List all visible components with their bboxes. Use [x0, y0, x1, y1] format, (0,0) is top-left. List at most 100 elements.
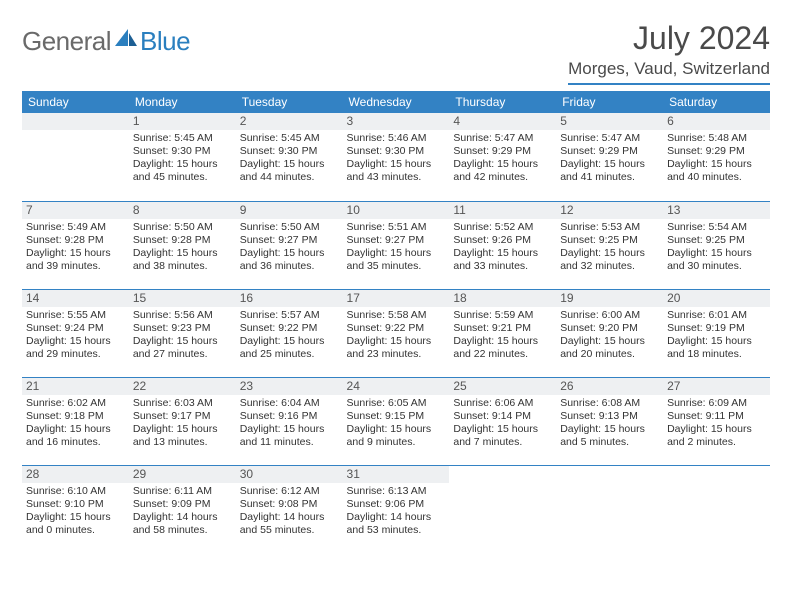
day-cell: 30Sunrise: 6:12 AMSunset: 9:08 PMDayligh…: [236, 465, 343, 553]
daylight-line1: Daylight: 15 hours: [667, 335, 766, 348]
daylight-line2: and 16 minutes.: [26, 436, 125, 449]
sunset: Sunset: 9:27 PM: [240, 234, 339, 247]
day-info: Sunrise: 5:57 AMSunset: 9:22 PMDaylight:…: [236, 307, 343, 366]
sunset: Sunset: 9:22 PM: [347, 322, 446, 335]
sunset: Sunset: 9:13 PM: [560, 410, 659, 423]
sunrise: Sunrise: 5:54 AM: [667, 221, 766, 234]
sunrise: Sunrise: 6:03 AM: [133, 397, 232, 410]
daylight-line1: Daylight: 14 hours: [347, 511, 446, 524]
dayhead-row: SundayMondayTuesdayWednesdayThursdayFrid…: [22, 91, 770, 113]
day-info: Sunrise: 6:03 AMSunset: 9:17 PMDaylight:…: [129, 395, 236, 454]
sunset: Sunset: 9:08 PM: [240, 498, 339, 511]
sunrise: Sunrise: 6:02 AM: [26, 397, 125, 410]
day-number: 29: [129, 466, 236, 483]
dayhead-wednesday: Wednesday: [343, 91, 450, 113]
day-info: Sunrise: 5:48 AMSunset: 9:29 PMDaylight:…: [663, 130, 770, 189]
week-row: 1Sunrise: 5:45 AMSunset: 9:30 PMDaylight…: [22, 113, 770, 201]
day-cell: 3Sunrise: 5:46 AMSunset: 9:30 PMDaylight…: [343, 113, 450, 201]
day-number: 10: [343, 202, 450, 219]
day-cell: 20Sunrise: 6:01 AMSunset: 9:19 PMDayligh…: [663, 289, 770, 377]
day-number: 22: [129, 378, 236, 395]
sunrise: Sunrise: 5:47 AM: [560, 132, 659, 145]
daylight-line1: Daylight: 15 hours: [347, 335, 446, 348]
day-cell: 15Sunrise: 5:56 AMSunset: 9:23 PMDayligh…: [129, 289, 236, 377]
sunrise: Sunrise: 5:57 AM: [240, 309, 339, 322]
day-number: 16: [236, 290, 343, 307]
daylight-line2: and 55 minutes.: [240, 524, 339, 537]
dayhead-saturday: Saturday: [663, 91, 770, 113]
day-cell: 27Sunrise: 6:09 AMSunset: 9:11 PMDayligh…: [663, 377, 770, 465]
sunset: Sunset: 9:30 PM: [240, 145, 339, 158]
day-cell: 11Sunrise: 5:52 AMSunset: 9:26 PMDayligh…: [449, 201, 556, 289]
sunset: Sunset: 9:15 PM: [347, 410, 446, 423]
daylight-line1: Daylight: 15 hours: [560, 335, 659, 348]
daylight-line1: Daylight: 15 hours: [240, 158, 339, 171]
daylight-line1: Daylight: 15 hours: [560, 423, 659, 436]
day-info: Sunrise: 5:55 AMSunset: 9:24 PMDaylight:…: [22, 307, 129, 366]
sunrise: Sunrise: 6:04 AM: [240, 397, 339, 410]
day-info: Sunrise: 5:53 AMSunset: 9:25 PMDaylight:…: [556, 219, 663, 278]
daylight-line1: Daylight: 15 hours: [667, 158, 766, 171]
sunrise: Sunrise: 5:48 AM: [667, 132, 766, 145]
day-cell: 8Sunrise: 5:50 AMSunset: 9:28 PMDaylight…: [129, 201, 236, 289]
day-info: Sunrise: 6:10 AMSunset: 9:10 PMDaylight:…: [22, 483, 129, 542]
daylight-line2: and 22 minutes.: [453, 348, 552, 361]
daylight-line2: and 53 minutes.: [347, 524, 446, 537]
day-number: 24: [343, 378, 450, 395]
daylight-line2: and 38 minutes.: [133, 260, 232, 273]
daylight-line1: Daylight: 15 hours: [240, 423, 339, 436]
sunrise: Sunrise: 5:51 AM: [347, 221, 446, 234]
sunrise: Sunrise: 6:13 AM: [347, 485, 446, 498]
daylight-line2: and 39 minutes.: [26, 260, 125, 273]
empty-daynum: [22, 113, 129, 130]
day-cell: 23Sunrise: 6:04 AMSunset: 9:16 PMDayligh…: [236, 377, 343, 465]
sunrise: Sunrise: 5:58 AM: [347, 309, 446, 322]
day-info: Sunrise: 5:58 AMSunset: 9:22 PMDaylight:…: [343, 307, 450, 366]
sunset: Sunset: 9:28 PM: [133, 234, 232, 247]
day-number: 6: [663, 113, 770, 130]
daylight-line2: and 9 minutes.: [347, 436, 446, 449]
header: General Blue July 2024 Morges, Vaud, Swi…: [22, 20, 770, 85]
daylight-line1: Daylight: 15 hours: [560, 158, 659, 171]
sunset: Sunset: 9:19 PM: [667, 322, 766, 335]
day-number: 18: [449, 290, 556, 307]
sunset: Sunset: 9:27 PM: [347, 234, 446, 247]
day-number: 12: [556, 202, 663, 219]
day-info: Sunrise: 5:54 AMSunset: 9:25 PMDaylight:…: [663, 219, 770, 278]
day-number: 11: [449, 202, 556, 219]
daylight-line2: and 29 minutes.: [26, 348, 125, 361]
title-block: July 2024 Morges, Vaud, Switzerland: [568, 20, 770, 85]
day-info: Sunrise: 5:51 AMSunset: 9:27 PMDaylight:…: [343, 219, 450, 278]
sunset: Sunset: 9:26 PM: [453, 234, 552, 247]
sunrise: Sunrise: 5:50 AM: [133, 221, 232, 234]
day-cell: 12Sunrise: 5:53 AMSunset: 9:25 PMDayligh…: [556, 201, 663, 289]
dayhead-sunday: Sunday: [22, 91, 129, 113]
daylight-line1: Daylight: 15 hours: [26, 247, 125, 260]
sunset: Sunset: 9:29 PM: [453, 145, 552, 158]
day-number: 30: [236, 466, 343, 483]
day-info: Sunrise: 6:09 AMSunset: 9:11 PMDaylight:…: [663, 395, 770, 454]
day-info: Sunrise: 6:13 AMSunset: 9:06 PMDaylight:…: [343, 483, 450, 542]
day-info: Sunrise: 6:06 AMSunset: 9:14 PMDaylight:…: [449, 395, 556, 454]
week-row: 14Sunrise: 5:55 AMSunset: 9:24 PMDayligh…: [22, 289, 770, 377]
day-info: Sunrise: 5:46 AMSunset: 9:30 PMDaylight:…: [343, 130, 450, 189]
day-number: 27: [663, 378, 770, 395]
daylight-line1: Daylight: 15 hours: [347, 423, 446, 436]
day-number: 21: [22, 378, 129, 395]
sunset: Sunset: 9:29 PM: [667, 145, 766, 158]
daylight-line2: and 2 minutes.: [667, 436, 766, 449]
day-number: 23: [236, 378, 343, 395]
logo: General Blue: [22, 20, 190, 57]
sunset: Sunset: 9:25 PM: [667, 234, 766, 247]
calendar-body: 1Sunrise: 5:45 AMSunset: 9:30 PMDaylight…: [22, 113, 770, 553]
day-info: Sunrise: 5:47 AMSunset: 9:29 PMDaylight:…: [449, 130, 556, 189]
dayhead-monday: Monday: [129, 91, 236, 113]
day-cell: 28Sunrise: 6:10 AMSunset: 9:10 PMDayligh…: [22, 465, 129, 553]
daylight-line2: and 30 minutes.: [667, 260, 766, 273]
daylight-line1: Daylight: 15 hours: [453, 335, 552, 348]
sunrise: Sunrise: 6:08 AM: [560, 397, 659, 410]
day-number: 15: [129, 290, 236, 307]
day-info: Sunrise: 5:52 AMSunset: 9:26 PMDaylight:…: [449, 219, 556, 278]
daylight-line2: and 11 minutes.: [240, 436, 339, 449]
day-cell: 25Sunrise: 6:06 AMSunset: 9:14 PMDayligh…: [449, 377, 556, 465]
